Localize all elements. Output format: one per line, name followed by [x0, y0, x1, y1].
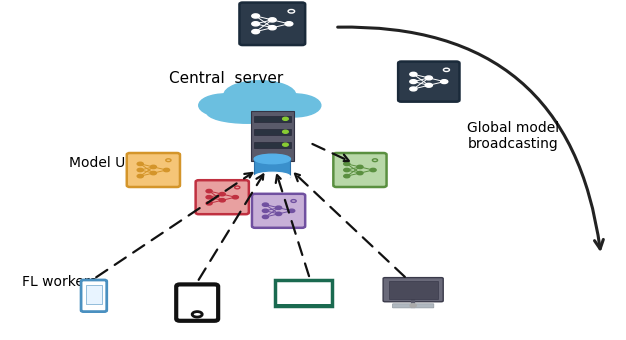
Circle shape [252, 30, 260, 34]
Circle shape [289, 209, 295, 212]
Ellipse shape [223, 81, 295, 109]
Circle shape [275, 212, 282, 216]
Circle shape [262, 215, 269, 219]
FancyArrowPatch shape [96, 173, 252, 277]
FancyBboxPatch shape [254, 129, 291, 135]
Circle shape [163, 168, 170, 172]
Circle shape [252, 22, 260, 26]
FancyBboxPatch shape [254, 159, 290, 177]
Circle shape [441, 80, 448, 84]
Circle shape [344, 174, 350, 178]
Circle shape [137, 174, 143, 178]
Circle shape [425, 83, 433, 87]
Text: Model Updating: Model Updating [69, 156, 178, 170]
Ellipse shape [267, 94, 321, 117]
Circle shape [410, 87, 417, 91]
Circle shape [232, 195, 239, 199]
Circle shape [344, 168, 350, 172]
FancyArrowPatch shape [198, 174, 264, 280]
Circle shape [410, 72, 417, 76]
Circle shape [410, 80, 417, 84]
FancyArrowPatch shape [276, 175, 309, 276]
Circle shape [269, 26, 276, 30]
Circle shape [262, 209, 269, 212]
Ellipse shape [254, 172, 290, 181]
Circle shape [137, 168, 143, 172]
Text: Global model
broadcasting: Global model broadcasting [467, 121, 560, 151]
FancyBboxPatch shape [195, 180, 249, 214]
FancyBboxPatch shape [177, 284, 218, 321]
Circle shape [275, 206, 282, 209]
Circle shape [285, 22, 293, 26]
FancyBboxPatch shape [383, 277, 443, 302]
FancyArrowPatch shape [337, 27, 603, 249]
Circle shape [344, 162, 350, 166]
Circle shape [206, 202, 212, 205]
FancyArrowPatch shape [312, 144, 349, 161]
FancyBboxPatch shape [239, 3, 305, 45]
Circle shape [252, 14, 260, 18]
FancyBboxPatch shape [252, 194, 305, 228]
Circle shape [150, 171, 156, 175]
Text: FL workers: FL workers [22, 275, 96, 289]
Circle shape [282, 117, 288, 120]
Ellipse shape [199, 94, 252, 117]
FancyBboxPatch shape [254, 141, 291, 148]
Circle shape [206, 189, 212, 193]
Circle shape [269, 18, 276, 22]
Circle shape [137, 162, 143, 166]
Circle shape [282, 130, 288, 133]
Circle shape [282, 143, 288, 146]
Circle shape [370, 168, 376, 172]
Circle shape [150, 165, 156, 169]
Circle shape [206, 195, 212, 199]
Circle shape [262, 203, 269, 206]
Circle shape [425, 76, 433, 80]
FancyArrowPatch shape [295, 174, 405, 277]
Circle shape [410, 304, 416, 307]
Ellipse shape [207, 101, 288, 123]
FancyBboxPatch shape [86, 286, 101, 304]
FancyBboxPatch shape [333, 153, 386, 187]
FancyBboxPatch shape [274, 305, 333, 308]
Circle shape [219, 199, 225, 202]
FancyBboxPatch shape [254, 116, 291, 122]
FancyBboxPatch shape [81, 280, 106, 311]
FancyBboxPatch shape [398, 62, 459, 102]
Ellipse shape [254, 154, 290, 164]
FancyBboxPatch shape [275, 280, 332, 306]
FancyBboxPatch shape [126, 153, 180, 187]
Text: Central  server: Central server [169, 71, 284, 86]
FancyBboxPatch shape [393, 304, 434, 308]
FancyBboxPatch shape [251, 112, 294, 161]
FancyBboxPatch shape [389, 281, 438, 299]
Circle shape [219, 192, 225, 196]
Circle shape [357, 171, 363, 175]
Circle shape [357, 165, 363, 169]
